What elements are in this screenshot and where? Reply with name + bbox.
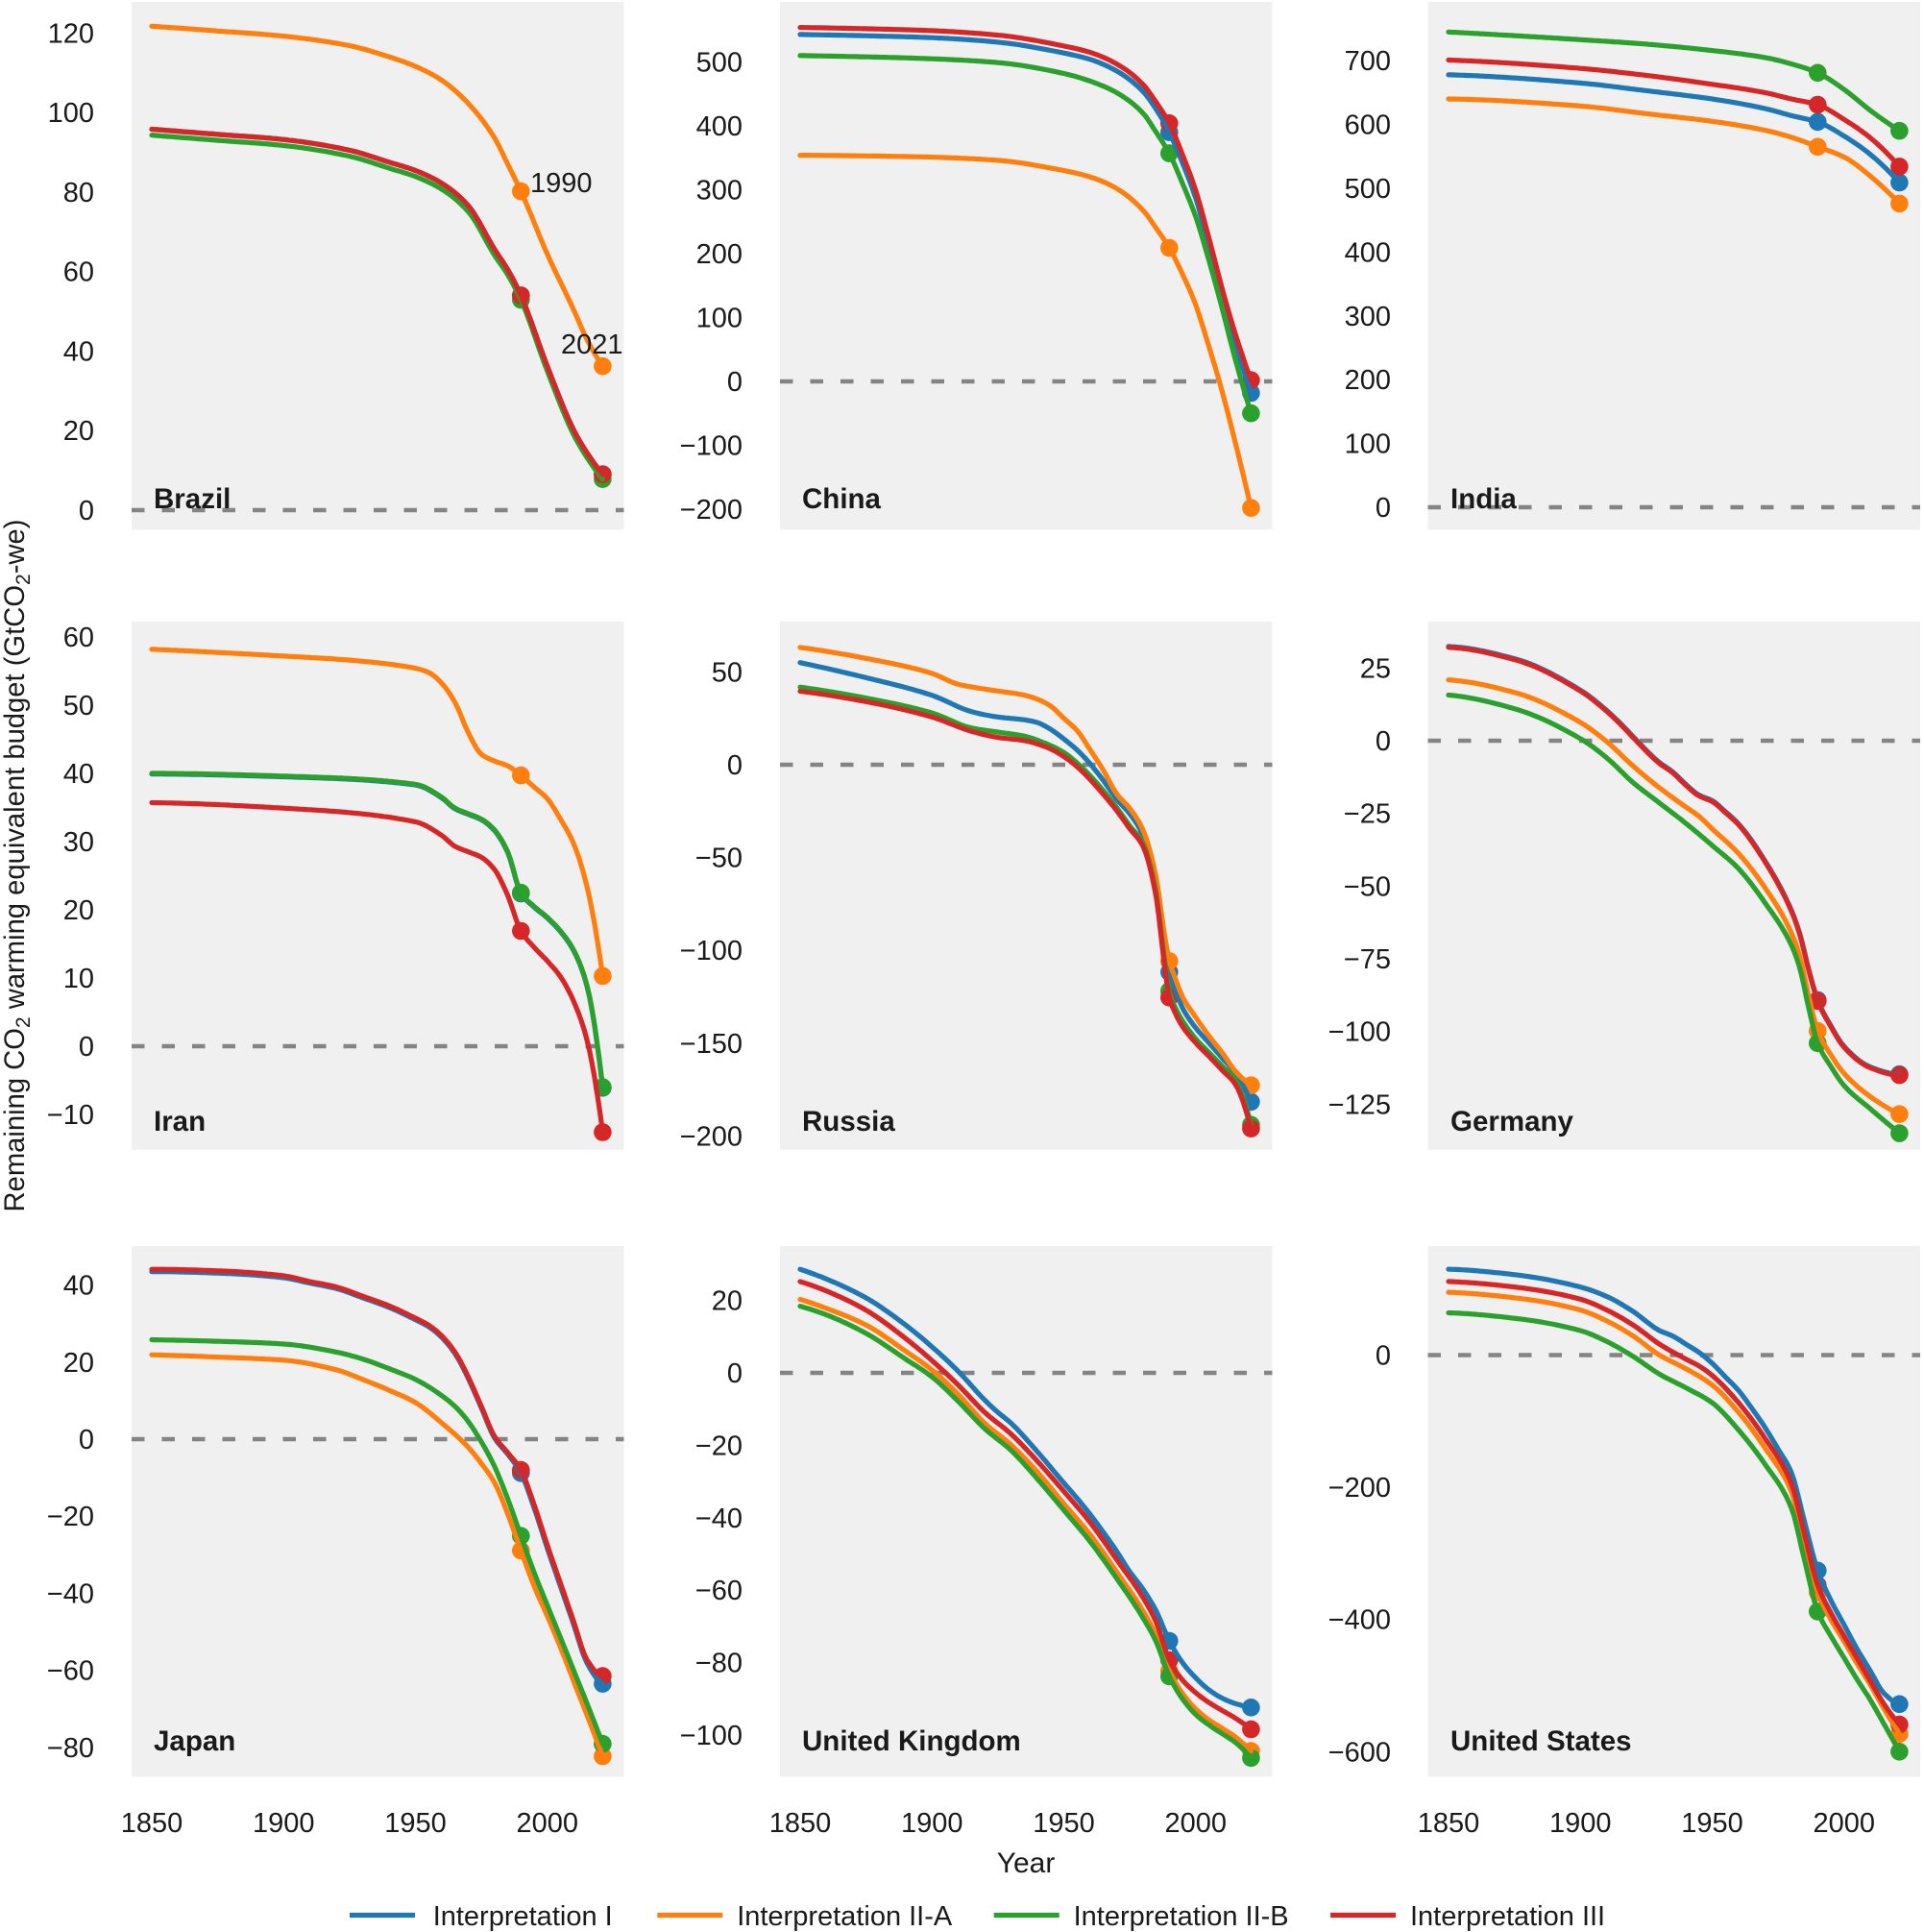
svg-text:50: 50: [63, 691, 94, 721]
svg-text:20: 20: [712, 1286, 743, 1317]
svg-text:500: 500: [696, 48, 743, 79]
svg-text:0: 0: [79, 1032, 94, 1063]
svg-text:−100: −100: [680, 431, 743, 462]
svg-text:Interpretation I: Interpretation I: [433, 1901, 613, 1932]
svg-text:−25: −25: [1344, 799, 1391, 830]
svg-text:−200: −200: [680, 1121, 743, 1152]
svg-text:−200: −200: [680, 495, 743, 526]
svg-text:200: 200: [1345, 365, 1391, 396]
svg-text:Year: Year: [997, 1847, 1056, 1879]
svg-text:−125: −125: [1328, 1089, 1391, 1120]
svg-text:40: 40: [63, 1271, 94, 1302]
svg-text:Interpretation II-B: Interpretation II-B: [1074, 1901, 1289, 1932]
svg-text:100: 100: [696, 304, 743, 334]
svg-text:2000: 2000: [517, 1808, 579, 1839]
svg-text:Iran: Iran: [154, 1106, 206, 1137]
svg-text:−100: −100: [680, 936, 743, 966]
svg-text:1850: 1850: [1418, 1808, 1480, 1839]
svg-text:25: 25: [1360, 653, 1391, 684]
svg-text:Remaining CO2 warming equivale: Remaining CO2 warming equivalent budget …: [0, 520, 35, 1212]
svg-text:2000: 2000: [1165, 1808, 1228, 1839]
svg-text:0: 0: [1376, 726, 1391, 757]
svg-text:Interpretation II-A: Interpretation II-A: [737, 1901, 953, 1932]
svg-text:−40: −40: [47, 1578, 94, 1609]
svg-text:India: India: [1450, 483, 1517, 515]
svg-text:Russia: Russia: [802, 1106, 895, 1137]
svg-text:0: 0: [79, 1425, 94, 1455]
svg-text:−150: −150: [680, 1029, 743, 1060]
svg-text:Germany: Germany: [1450, 1106, 1573, 1137]
svg-text:100: 100: [1345, 429, 1391, 460]
svg-text:0: 0: [727, 750, 743, 781]
svg-text:0: 0: [1376, 1341, 1391, 1372]
svg-text:50: 50: [712, 657, 743, 688]
svg-text:−50: −50: [1344, 871, 1391, 902]
svg-text:1900: 1900: [1549, 1808, 1612, 1839]
svg-text:1850: 1850: [769, 1808, 832, 1839]
svg-text:United Kingdom: United Kingdom: [802, 1725, 1021, 1757]
svg-text:−400: −400: [1328, 1605, 1391, 1636]
svg-text:−100: −100: [680, 1721, 743, 1751]
svg-text:0: 0: [1376, 493, 1391, 524]
svg-text:0: 0: [79, 496, 94, 526]
svg-text:−80: −80: [47, 1733, 94, 1764]
svg-text:60: 60: [63, 257, 94, 288]
svg-text:700: 700: [1345, 46, 1391, 77]
svg-text:Japan: Japan: [154, 1725, 235, 1757]
svg-text:−20: −20: [695, 1431, 743, 1461]
svg-text:Interpretation III: Interpretation III: [1410, 1901, 1605, 1932]
svg-text:−40: −40: [695, 1504, 743, 1534]
svg-text:−600: −600: [1328, 1737, 1391, 1768]
svg-text:United States: United States: [1450, 1725, 1632, 1757]
svg-text:−60: −60: [695, 1576, 743, 1606]
svg-text:−60: −60: [47, 1656, 94, 1687]
svg-text:0: 0: [727, 1358, 743, 1389]
svg-text:2021: 2021: [561, 330, 623, 360]
svg-text:20: 20: [63, 895, 94, 926]
svg-text:80: 80: [63, 178, 94, 208]
svg-text:−100: −100: [1328, 1017, 1391, 1048]
svg-text:60: 60: [63, 623, 94, 653]
svg-text:−50: −50: [695, 844, 743, 874]
svg-text:400: 400: [1345, 237, 1391, 268]
svg-text:30: 30: [63, 827, 94, 858]
svg-text:1950: 1950: [1033, 1808, 1095, 1839]
svg-text:1850: 1850: [121, 1808, 183, 1839]
svg-text:20: 20: [63, 1348, 94, 1379]
svg-text:300: 300: [696, 176, 743, 207]
svg-text:40: 40: [63, 759, 94, 790]
svg-text:200: 200: [696, 239, 743, 270]
svg-text:−200: −200: [1328, 1473, 1391, 1504]
svg-text:−20: −20: [47, 1502, 94, 1532]
svg-text:1900: 1900: [901, 1808, 963, 1839]
svg-text:2000: 2000: [1814, 1808, 1876, 1839]
svg-text:500: 500: [1345, 174, 1391, 205]
svg-text:−10: −10: [47, 1100, 94, 1131]
svg-text:20: 20: [63, 416, 94, 447]
svg-text:0: 0: [727, 367, 743, 398]
svg-text:−80: −80: [695, 1649, 743, 1679]
svg-text:300: 300: [1345, 302, 1391, 332]
svg-text:100: 100: [48, 98, 94, 129]
svg-text:China: China: [802, 483, 882, 515]
svg-text:1900: 1900: [253, 1808, 315, 1839]
svg-text:10: 10: [63, 964, 94, 994]
svg-text:120: 120: [48, 18, 94, 49]
svg-text:Brazil: Brazil: [154, 483, 231, 515]
svg-text:600: 600: [1345, 110, 1391, 141]
svg-text:40: 40: [63, 336, 94, 367]
svg-text:−75: −75: [1344, 944, 1391, 975]
svg-text:1950: 1950: [384, 1808, 447, 1839]
svg-text:1990: 1990: [530, 168, 593, 199]
svg-text:400: 400: [696, 111, 743, 142]
svg-text:1950: 1950: [1681, 1808, 1743, 1839]
